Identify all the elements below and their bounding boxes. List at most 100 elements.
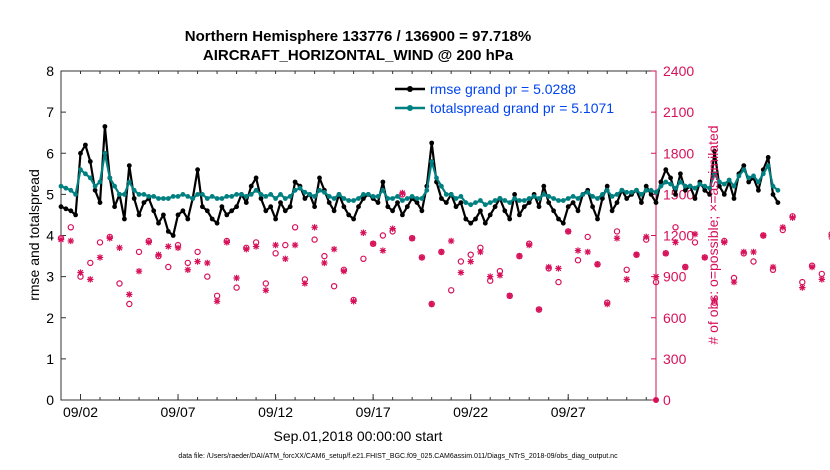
totalspread-point	[521, 198, 527, 203]
totalspread-point	[341, 196, 347, 201]
totalspread-point	[253, 187, 259, 193]
totalspread-point	[370, 194, 376, 199]
obs-possible-point	[135, 248, 143, 256]
obs-assimilated-point	[506, 292, 513, 300]
rmse-point	[453, 204, 459, 210]
y2-axis-label: # of obs: o=possible; ×=assimilated	[705, 125, 721, 344]
rmse-point	[624, 196, 630, 201]
y2-tick-label: 1200	[663, 228, 694, 244]
totalspread-point	[248, 192, 254, 197]
totalspread-point	[273, 196, 278, 201]
totalspread-point	[648, 187, 654, 193]
totalspread-point	[658, 183, 664, 189]
obs-assimilated-point	[389, 225, 396, 232]
y-tick-label: 4	[46, 228, 54, 244]
totalspread-point	[717, 179, 722, 185]
totalspread-point	[619, 187, 625, 193]
obs-assimilated-point	[57, 236, 65, 243]
obs-assimilated-point	[730, 278, 738, 286]
obs-assimilated-point	[418, 254, 426, 261]
obs-assimilated-point	[721, 239, 728, 246]
totalspread-point	[195, 192, 201, 197]
totalspread-point	[697, 181, 703, 187]
totalspread-point	[643, 187, 649, 193]
rmse-point	[180, 208, 186, 214]
legend-rmse-marker	[407, 86, 413, 92]
rmse-point	[102, 124, 108, 129]
rmse-point	[63, 206, 69, 212]
totalspread-point	[131, 187, 137, 193]
rmse-point	[526, 200, 532, 206]
obs-assimilated-point	[282, 255, 289, 263]
obs-possible-point	[67, 224, 75, 231]
totalspread-point	[487, 200, 493, 206]
totalspread-point	[97, 179, 103, 185]
rmse-point	[775, 200, 781, 206]
rmse-point	[243, 200, 249, 206]
totalspread-point	[419, 196, 425, 201]
totalspread-point	[692, 185, 698, 191]
totalspread-point	[497, 196, 503, 201]
totalspread-point	[712, 171, 717, 177]
totalspread-point	[380, 187, 386, 193]
obs-possible-point	[116, 280, 123, 287]
rmse-point	[492, 204, 498, 210]
rmse-point	[346, 212, 352, 218]
rmse-point	[682, 187, 688, 193]
totalspread-point	[73, 192, 78, 197]
obs-assimilated-point	[96, 254, 104, 261]
obs-possible-point	[311, 236, 318, 243]
obs-possible-point	[584, 233, 591, 241]
obs-possible-point	[555, 278, 562, 286]
totalspread-point	[546, 194, 552, 199]
rmse-point	[278, 200, 283, 206]
totalspread-point	[741, 167, 747, 173]
obs-assimilated-point	[174, 244, 182, 252]
obs-assimilated-point	[691, 230, 699, 238]
obs-possible-point	[828, 231, 830, 237]
obs-assimilated-point	[555, 265, 562, 272]
y-tick-label: 5	[46, 186, 54, 202]
totalspread-point	[541, 192, 547, 197]
obs-possible-point	[360, 255, 367, 262]
totalspread-point	[604, 187, 610, 193]
totalspread-point	[678, 179, 683, 185]
totalspread-point	[551, 196, 556, 201]
rmse-point	[414, 200, 420, 206]
totalspread-point	[565, 196, 571, 201]
obs-assimilated-point	[291, 241, 299, 249]
rmse-point	[326, 200, 332, 206]
series-obs-assimilated	[57, 189, 830, 403]
totalspread-point	[83, 171, 88, 177]
rmse-point	[556, 216, 561, 222]
totalspread-point	[512, 196, 517, 201]
obs-assimilated-point	[447, 237, 455, 245]
totalspread-point	[424, 187, 430, 193]
obs-assimilated-point	[194, 258, 201, 265]
totalspread-point	[365, 192, 371, 197]
totalspread-point	[375, 194, 381, 199]
obs-assimilated-point	[428, 300, 435, 308]
obs-last-point	[653, 397, 659, 403]
totalspread-point	[258, 192, 264, 197]
obs-assimilated-point	[350, 298, 357, 305]
obs-possible-point	[448, 287, 455, 294]
rmse-point	[541, 183, 547, 189]
rmse-point	[73, 212, 78, 218]
totalspread-point	[331, 196, 337, 201]
x-axis-label: Sep.01,2018 00:00:00 start	[274, 428, 443, 444]
obs-possible-point	[272, 250, 279, 257]
rmse-point	[248, 183, 254, 189]
rmse-point	[517, 212, 522, 218]
x-tick-label: 09/27	[551, 404, 586, 420]
totalspread-point	[453, 196, 459, 201]
totalspread-point	[204, 196, 210, 201]
obs-assimilated-point	[711, 296, 718, 304]
obs-assimilated-point	[779, 224, 787, 231]
obs-assimilated-point	[311, 224, 318, 231]
rmse-point	[648, 192, 654, 197]
obs-assimilated-point	[252, 243, 260, 250]
y2-tick-label: 1800	[663, 145, 694, 161]
obs-assimilated-point	[477, 248, 484, 256]
rmse-point	[224, 212, 230, 218]
